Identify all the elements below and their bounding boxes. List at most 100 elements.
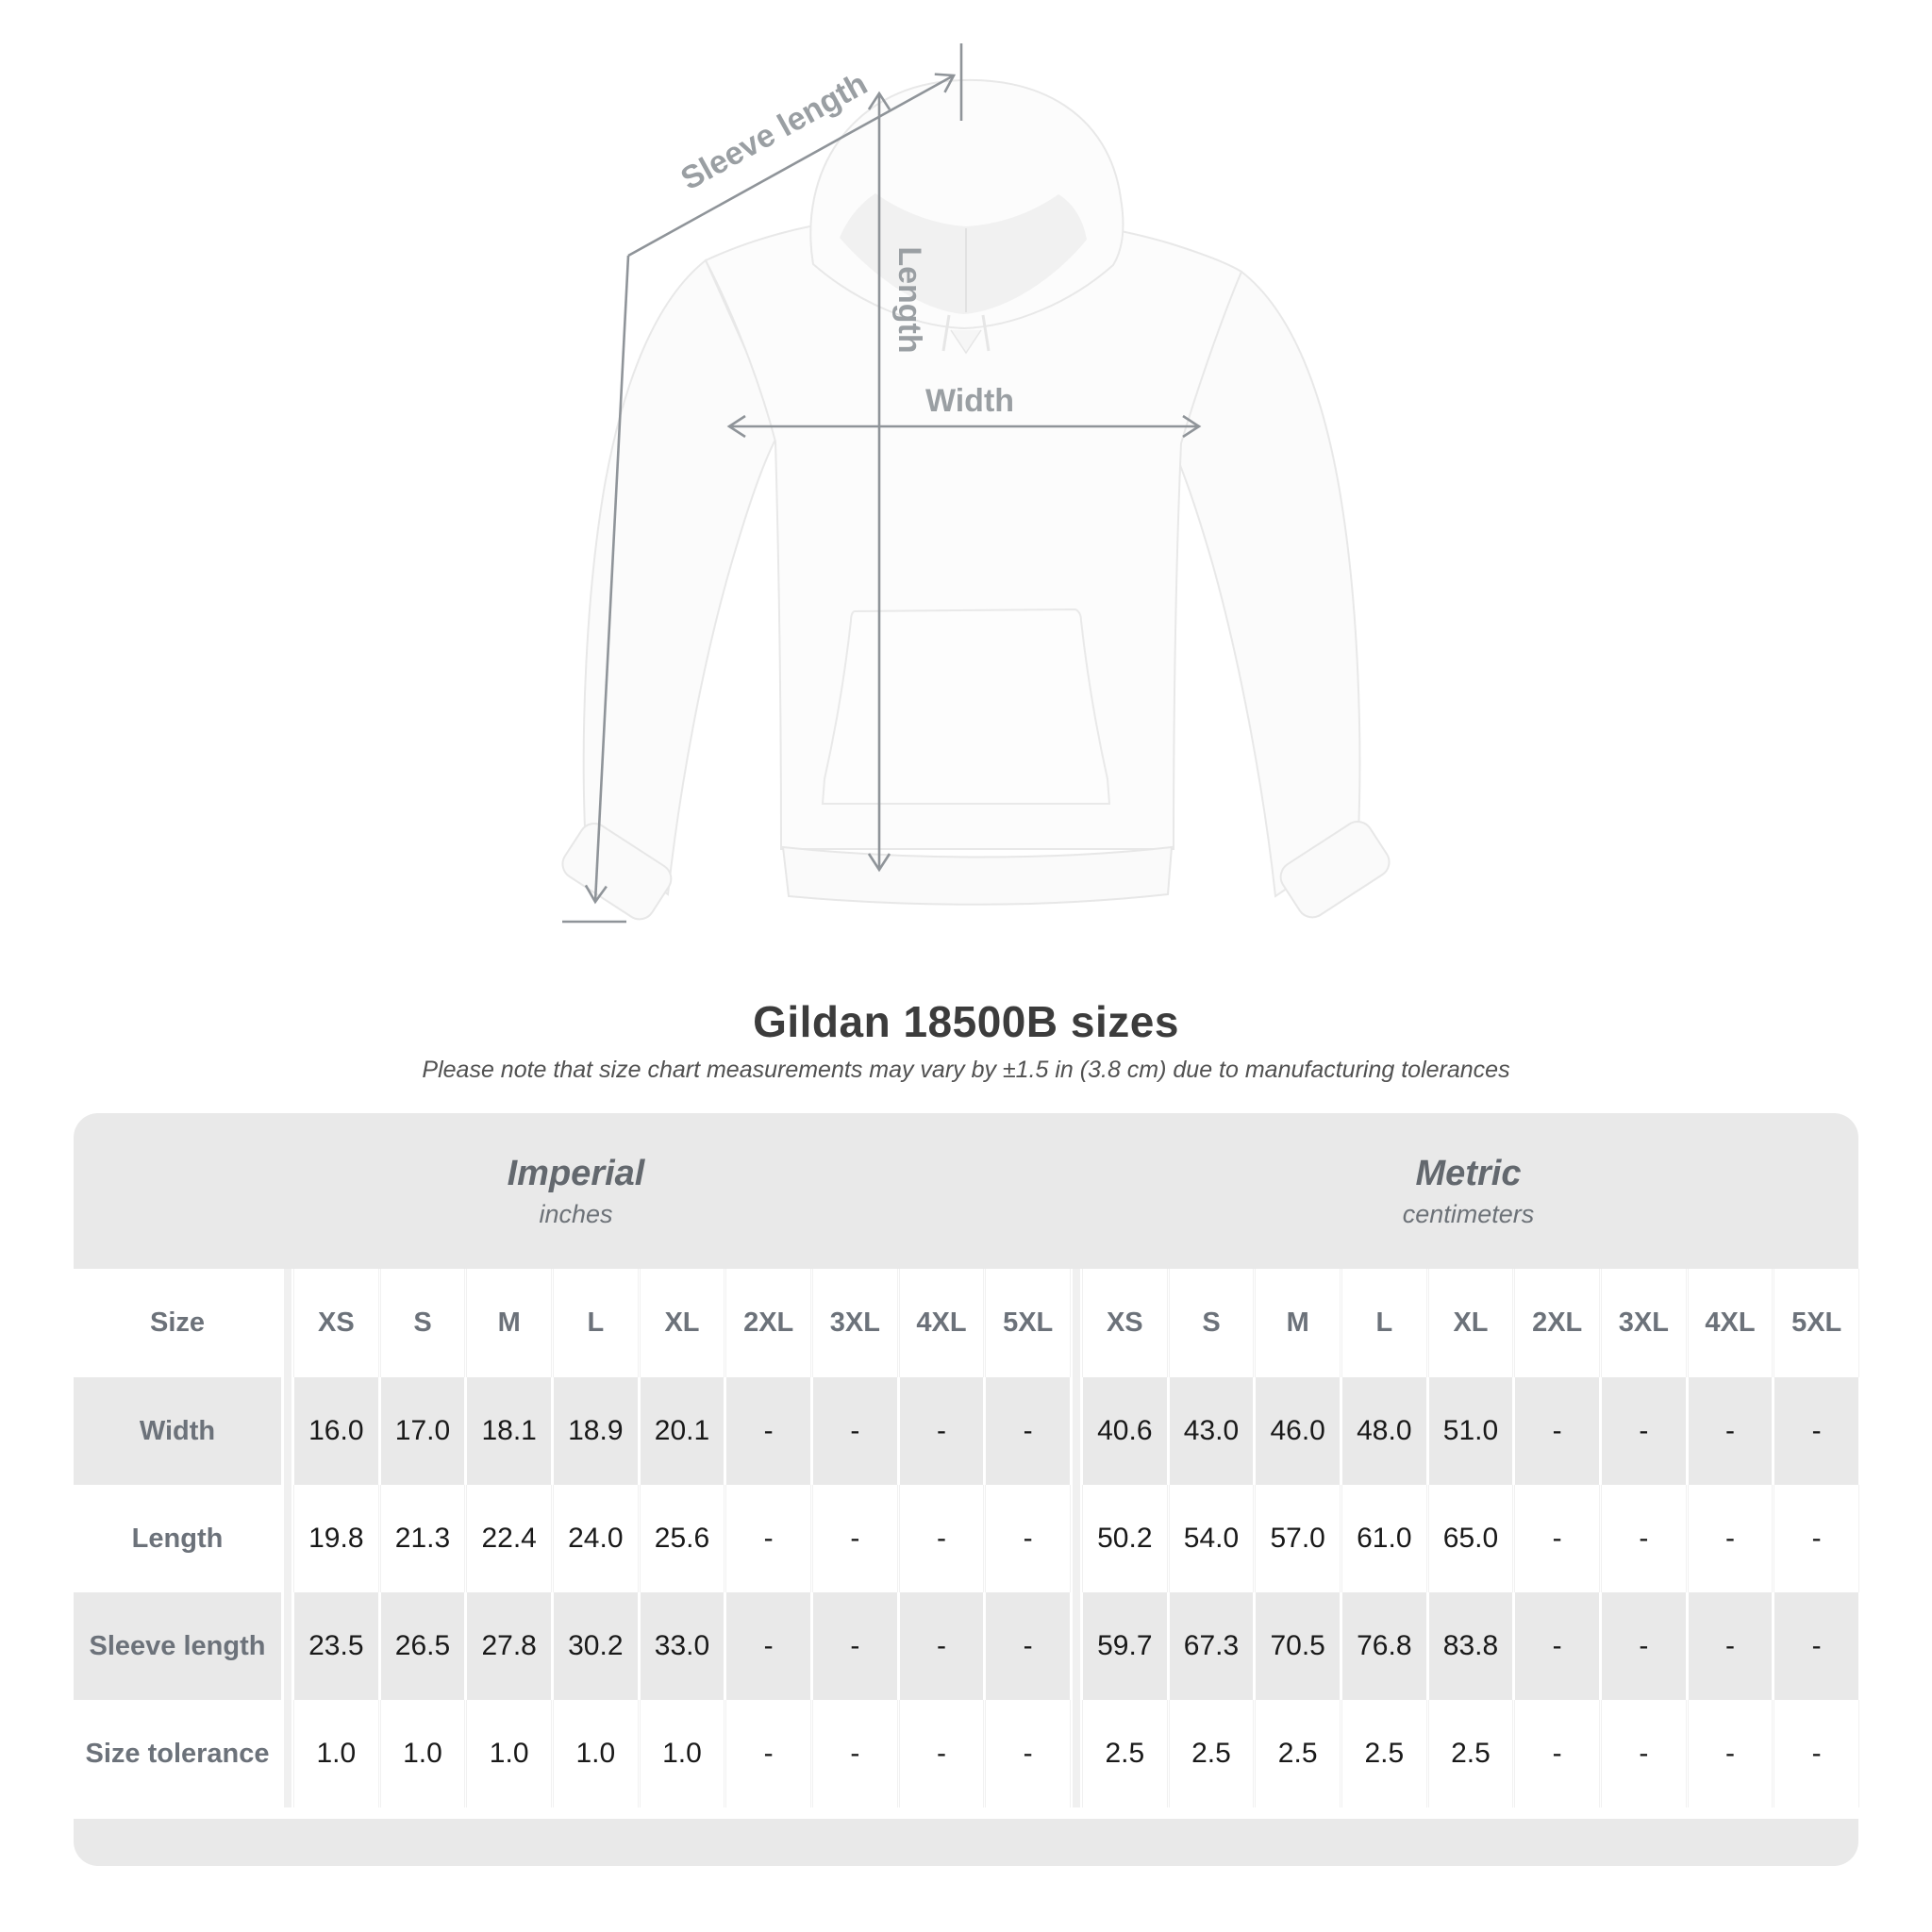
sleeve-length-arrow-lower <box>584 255 630 905</box>
row-label: Width <box>74 1377 281 1485</box>
table-cell-imperial: - <box>726 1700 810 1807</box>
imperial-subtitle: inches <box>539 1199 613 1228</box>
table-cell-imperial: 27.8 <box>467 1592 551 1700</box>
label-column-separator <box>284 1485 291 1592</box>
hoodie-drawcords <box>941 314 991 352</box>
table-cell-metric: - <box>1515 1700 1599 1807</box>
page-subtitle: Please note that size chart measurements… <box>422 1057 1510 1083</box>
hoodie-hem <box>781 845 1174 906</box>
table-cell-imperial: - <box>986 1485 1070 1592</box>
hoodie-image <box>561 78 1391 921</box>
size-col-header-metric: 4XL <box>1688 1269 1773 1377</box>
width-label: Width <box>925 383 1014 419</box>
table-cell-metric: - <box>1688 1485 1773 1592</box>
table-cell-imperial: - <box>899 1700 984 1807</box>
table-cell-imperial: 19.8 <box>294 1485 378 1592</box>
table-cell-metric: - <box>1515 1592 1599 1700</box>
table-cell-metric: 76.8 <box>1341 1592 1426 1700</box>
hoodie-diagram: Sleeve length Length Width <box>561 43 1391 924</box>
size-header-cell: Size <box>74 1269 281 1377</box>
table-cell-imperial: 20.1 <box>640 1377 724 1485</box>
size-col-header-metric: S <box>1169 1269 1254 1377</box>
table-cell-imperial: 1.0 <box>294 1700 378 1807</box>
label-column-separator <box>284 1700 291 1807</box>
table-cell-imperial: - <box>899 1377 984 1485</box>
table-cell-imperial: - <box>899 1485 984 1592</box>
table-cell-metric: 2.5 <box>1169 1700 1254 1807</box>
table-cell-metric: 51.0 <box>1428 1377 1513 1485</box>
label-column-separator <box>284 1269 291 1377</box>
metric-title: Metric <box>1415 1153 1522 1193</box>
size-col-header-imperial: 4XL <box>899 1269 984 1377</box>
row-label: Sleeve length <box>74 1592 281 1700</box>
unit-separator <box>1072 1485 1080 1592</box>
table-cell-metric: 48.0 <box>1341 1377 1426 1485</box>
table-cell-metric: 65.0 <box>1428 1485 1513 1592</box>
table-cell-metric: - <box>1688 1700 1773 1807</box>
table-cell-imperial: 24.0 <box>553 1485 638 1592</box>
table-cell-imperial: 25.6 <box>640 1485 724 1592</box>
size-col-header-imperial: 2XL <box>726 1269 810 1377</box>
table-cell-imperial: - <box>812 1592 897 1700</box>
table-cell-metric: 70.5 <box>1256 1592 1340 1700</box>
table-cell-metric: 59.7 <box>1082 1592 1167 1700</box>
table-cell-imperial: 1.0 <box>380 1700 465 1807</box>
table-cell-metric: 2.5 <box>1341 1700 1426 1807</box>
table-cell-metric: - <box>1774 1700 1858 1807</box>
hoodie-pocket <box>821 608 1111 805</box>
table-cell-imperial: 16.0 <box>294 1377 378 1485</box>
table-cell-metric: 2.5 <box>1082 1700 1167 1807</box>
table-cell-metric: - <box>1774 1592 1858 1700</box>
table-cell-imperial: 26.5 <box>380 1592 465 1700</box>
table-cell-imperial: - <box>986 1377 1070 1485</box>
table-cell-metric: - <box>1688 1377 1773 1485</box>
label-column-separator <box>284 1377 291 1485</box>
size-col-header-imperial: 3XL <box>812 1269 897 1377</box>
table-cell-metric: 2.5 <box>1256 1700 1340 1807</box>
imperial-title: Imperial <box>507 1153 645 1193</box>
label-column-separator <box>284 1592 291 1700</box>
size-table-grid: Size XS S M L XL 2XL 3XL 4XL 5XL XS S M L XL 2XL 3XL 4XL 5… <box>74 1269 1858 1807</box>
table-cell-imperial: 22.4 <box>467 1485 551 1592</box>
table-cell-metric: - <box>1601 1700 1686 1807</box>
table-cell-imperial: 23.5 <box>294 1592 378 1700</box>
size-col-header-imperial: S <box>380 1269 465 1377</box>
table-cell-imperial: - <box>899 1592 984 1700</box>
metric-header: Metric centimeters <box>1078 1113 1858 1269</box>
table-cell-imperial: - <box>812 1377 897 1485</box>
table-cell-metric: - <box>1515 1485 1599 1592</box>
table-cell-imperial: - <box>986 1700 1070 1807</box>
metric-subtitle: centimeters <box>1402 1199 1535 1228</box>
unit-separator <box>1072 1269 1080 1377</box>
imperial-header: Imperial inches <box>74 1113 1078 1269</box>
unit-separator <box>1072 1700 1080 1807</box>
page-title: Gildan 18500B sizes <box>753 997 1179 1046</box>
size-col-header-metric: 3XL <box>1601 1269 1686 1377</box>
size-col-header-imperial: XS <box>294 1269 378 1377</box>
table-cell-metric: 57.0 <box>1256 1485 1340 1592</box>
table-cell-imperial: - <box>726 1592 810 1700</box>
table-cell-imperial: - <box>726 1377 810 1485</box>
table-cell-imperial: 18.1 <box>467 1377 551 1485</box>
table-cell-imperial: 18.9 <box>553 1377 638 1485</box>
unit-separator <box>1072 1592 1080 1700</box>
table-cell-metric: 54.0 <box>1169 1485 1254 1592</box>
table-cell-imperial: - <box>812 1700 897 1807</box>
row-label: Size tolerance <box>74 1700 281 1807</box>
table-cell-metric: 61.0 <box>1341 1485 1426 1592</box>
table-cell-imperial: 1.0 <box>640 1700 724 1807</box>
unit-band: Imperial inches Metric centimeters <box>74 1113 1858 1269</box>
table-cell-metric: - <box>1601 1485 1686 1592</box>
size-table: Imperial inches Metric centimeters Size X… <box>74 1113 1858 1866</box>
size-col-header-imperial: M <box>467 1269 551 1377</box>
size-col-header-metric: M <box>1256 1269 1340 1377</box>
table-cell-metric: 67.3 <box>1169 1592 1254 1700</box>
row-label: Length <box>74 1485 281 1592</box>
table-cell-imperial: - <box>986 1592 1070 1700</box>
sleeve-length-arrow-upper <box>627 73 957 258</box>
table-cell-metric: 40.6 <box>1082 1377 1167 1485</box>
table-bottom-bar <box>74 1819 1858 1866</box>
hoodie-right-cuff <box>1279 821 1391 919</box>
table-cell-imperial: 1.0 <box>467 1700 551 1807</box>
